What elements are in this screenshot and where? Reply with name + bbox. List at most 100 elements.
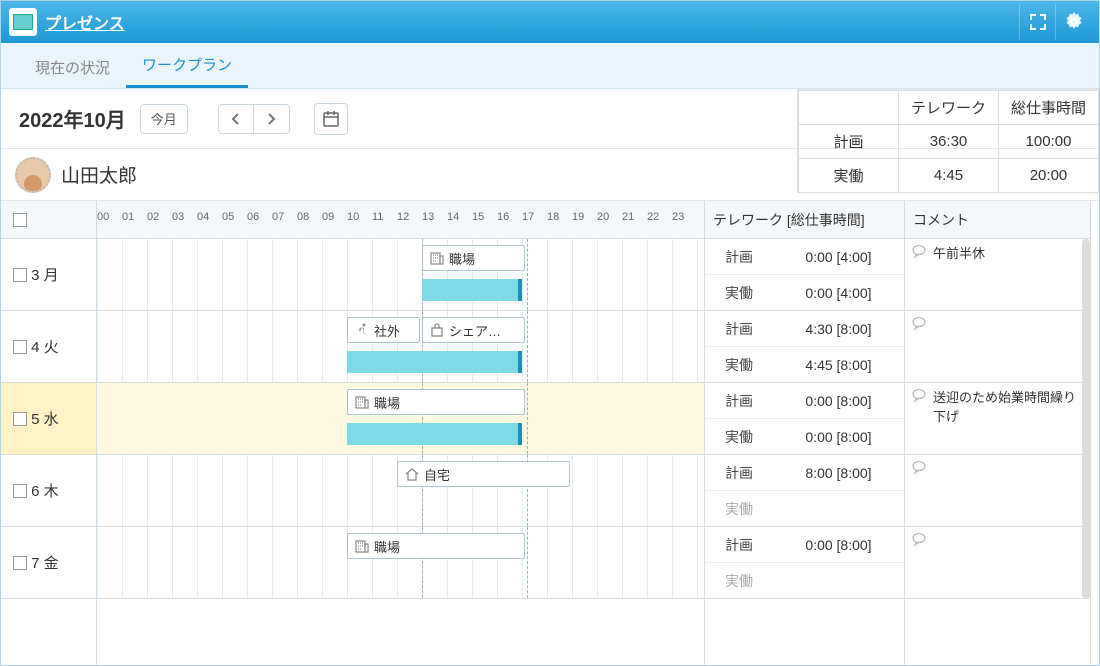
- comment-icon: [911, 243, 929, 261]
- comment-icon: [911, 459, 929, 477]
- entry-label: シェア…: [449, 321, 501, 340]
- day-timeline[interactable]: 職場: [97, 527, 704, 599]
- select-all-checkbox[interactable]: [13, 213, 27, 227]
- actual-bar: [422, 279, 522, 301]
- day-row[interactable]: 4 火: [1, 311, 96, 383]
- plan-label: 計画: [705, 319, 773, 339]
- plan-label: 計画: [705, 391, 773, 411]
- hour-label: 06: [247, 201, 272, 238]
- today-button[interactable]: 今月: [140, 104, 188, 134]
- plan-label: 計画: [705, 463, 773, 483]
- timeline-column: 0001020304050607080910111213141516171819…: [97, 201, 705, 665]
- day-row[interactable]: 7 金: [1, 527, 96, 599]
- day-row[interactable]: 3 月: [1, 239, 96, 311]
- hour-label: 22: [647, 201, 672, 238]
- user-name: 山田太郎: [61, 161, 137, 188]
- hour-label: 08: [297, 201, 322, 238]
- day-checkbox[interactable]: [13, 412, 27, 426]
- actual-label: 実働: [705, 571, 773, 591]
- schedule-entry[interactable]: 職場: [347, 389, 525, 415]
- hour-label: 03: [172, 201, 197, 238]
- hour-label: 02: [147, 201, 172, 238]
- nav-button-group: [218, 104, 290, 134]
- plan-value: 0:00 [4:00]: [773, 249, 904, 265]
- day-checkbox[interactable]: [13, 484, 27, 498]
- day-checkbox[interactable]: [13, 556, 27, 570]
- day-checkbox[interactable]: [13, 268, 27, 282]
- comment-icon: [911, 387, 929, 405]
- hour-label: 05: [222, 201, 247, 238]
- telework-header: テレワーク [総仕事時間]: [705, 201, 904, 239]
- hour-label: 10: [347, 201, 372, 238]
- app-window: プレゼンス 現在の状況 ワークプラン 2022年10月 今月: [0, 0, 1100, 666]
- hour-label: 18: [547, 201, 572, 238]
- actual-label: 実働: [705, 283, 773, 303]
- next-button[interactable]: [254, 104, 290, 134]
- tab-work-plan[interactable]: ワークプラン: [126, 44, 248, 88]
- summary-col-telework: テレワーク: [899, 91, 999, 125]
- hour-label: 19: [572, 201, 597, 238]
- summary-table: テレワーク 総仕事時間 計画 36:30 100:00 実働 4:45 20:0…: [797, 89, 1099, 193]
- hour-label: 07: [272, 201, 297, 238]
- schedule-entry[interactable]: 社外: [347, 317, 420, 343]
- actual-value: 0:00 [4:00]: [773, 285, 904, 301]
- summary-actual-telework: 4:45: [899, 159, 999, 193]
- building-icon: [354, 538, 370, 554]
- summary-plan-total: 100:00: [999, 125, 1099, 159]
- window-title: プレゼンス: [45, 10, 1019, 34]
- comment-text: 送迎のため始業時間繰り下げ: [933, 387, 1084, 425]
- telework-cell: 計画4:30 [8:00] 実働4:45 [8:00]: [705, 311, 904, 383]
- summary-actual-total: 20:00: [999, 159, 1099, 193]
- plan-value: 4:30 [8:00]: [773, 321, 904, 337]
- day-timeline[interactable]: 社外 シェア…: [97, 311, 704, 383]
- comment-cell[interactable]: [905, 455, 1090, 527]
- day-timeline[interactable]: 職場: [97, 383, 704, 455]
- plan-label: 計画: [705, 247, 773, 267]
- share-icon: [429, 322, 445, 338]
- hour-label: 15: [472, 201, 497, 238]
- scrollbar[interactable]: [1082, 239, 1090, 599]
- calendar-button[interactable]: [314, 103, 348, 135]
- comment-cell[interactable]: [905, 311, 1090, 383]
- comment-cell[interactable]: 送迎のため始業時間繰り下げ: [905, 383, 1090, 455]
- tab-current-status[interactable]: 現在の状況: [19, 47, 126, 88]
- comment-cell[interactable]: [905, 527, 1090, 599]
- month-label: 2022年10月: [19, 104, 126, 133]
- plan-value: 0:00 [8:00]: [773, 537, 904, 553]
- settings-button[interactable]: [1055, 4, 1091, 40]
- time-header: 0001020304050607080910111213141516171819…: [97, 201, 704, 239]
- entry-label: 自宅: [424, 465, 450, 484]
- expand-button[interactable]: [1019, 4, 1055, 40]
- schedule-entry[interactable]: 職場: [347, 533, 525, 559]
- entry-label: 職場: [449, 249, 475, 268]
- entry-label: 職場: [374, 537, 400, 556]
- day-timeline[interactable]: 職場: [97, 239, 704, 311]
- telework-cell: 計画8:00 [8:00]実働: [705, 455, 904, 527]
- schedule-entry[interactable]: シェア…: [422, 317, 525, 343]
- telework-cell: 計画0:00 [4:00]実働0:00 [4:00]: [705, 239, 904, 311]
- actual-bar: [347, 423, 522, 445]
- hour-label: 21: [622, 201, 647, 238]
- day-timeline[interactable]: 自宅: [97, 455, 704, 527]
- actual-label: 実働: [705, 499, 773, 519]
- actual-label: 実働: [705, 355, 773, 375]
- day-row[interactable]: 5 水: [1, 383, 96, 455]
- hour-label: 14: [447, 201, 472, 238]
- hour-label: 00: [97, 201, 122, 238]
- entry-label: 社外: [374, 321, 400, 340]
- comment-cell[interactable]: 午前半休: [905, 239, 1090, 311]
- day-checkbox[interactable]: [13, 340, 27, 354]
- hour-label: 09: [322, 201, 347, 238]
- hour-label: 04: [197, 201, 222, 238]
- actual-value: 4:45 [8:00]: [773, 357, 904, 373]
- schedule-entry[interactable]: 自宅: [397, 461, 570, 487]
- select-all-header: [1, 201, 96, 239]
- summary-blank: [799, 91, 899, 125]
- day-row[interactable]: 6 木: [1, 455, 96, 527]
- schedule-entry[interactable]: 職場: [422, 245, 525, 271]
- prev-button[interactable]: [218, 104, 254, 134]
- run-icon: [354, 322, 370, 338]
- summary-row-actual-label: 実働: [799, 159, 899, 193]
- hour-label: 20: [597, 201, 622, 238]
- titlebar: プレゼンス: [1, 1, 1099, 43]
